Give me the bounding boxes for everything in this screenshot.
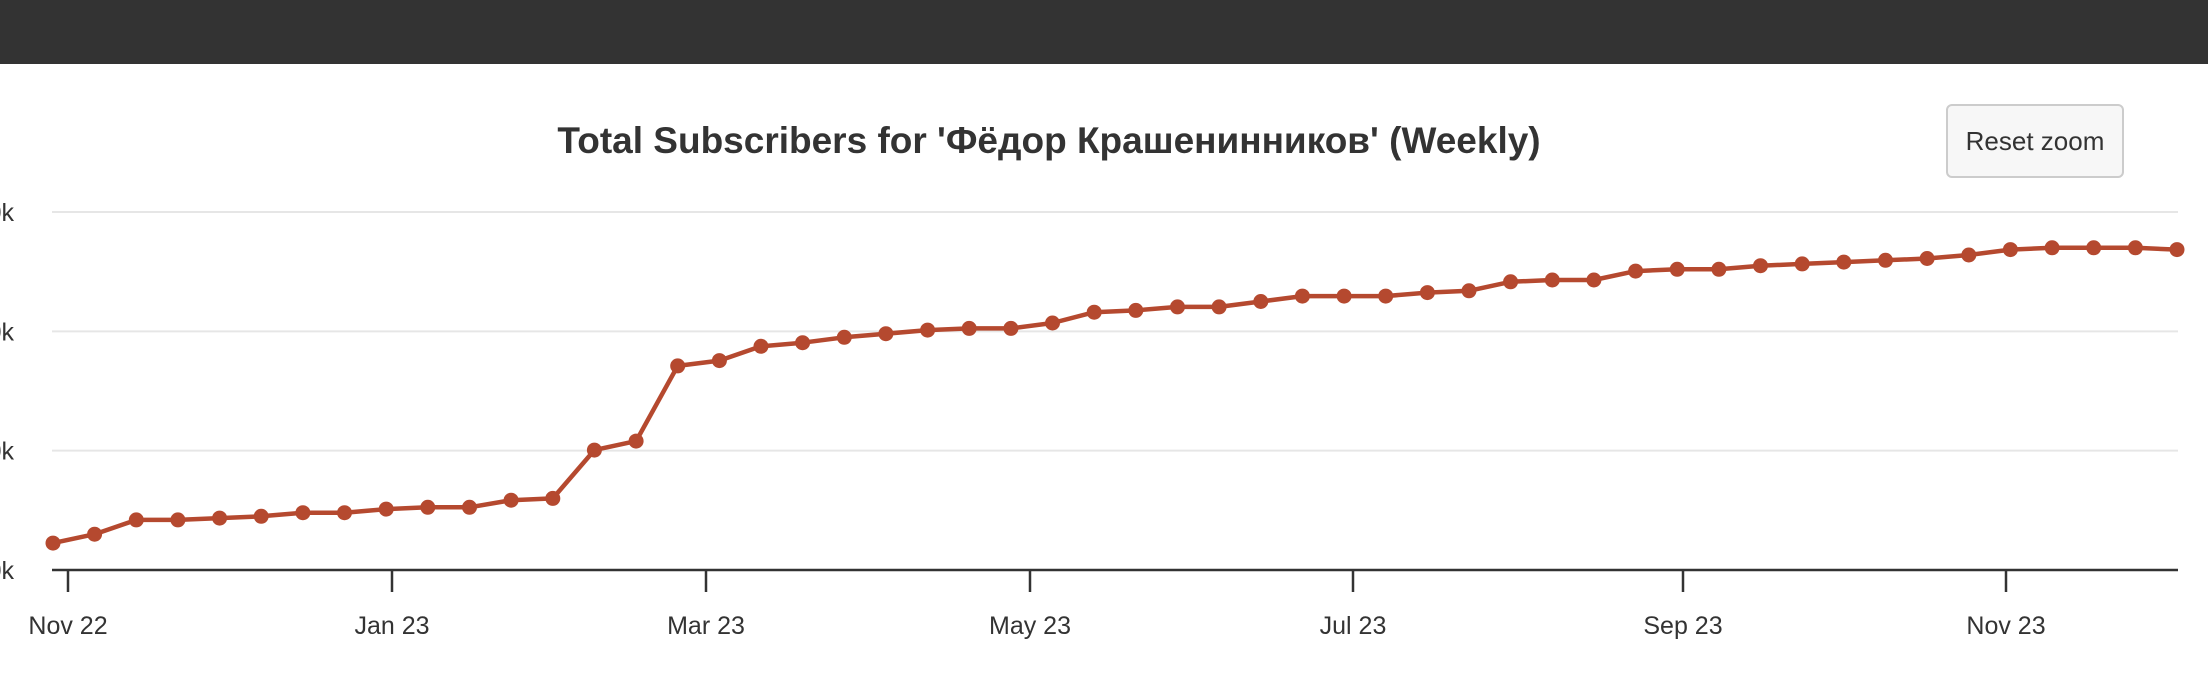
data-point[interactable] — [503, 492, 519, 508]
data-point[interactable] — [128, 512, 144, 528]
data-point[interactable] — [1128, 302, 1144, 318]
data-point[interactable] — [1919, 251, 1935, 266]
data-point[interactable] — [1045, 315, 1060, 331]
data-point[interactable] — [1544, 272, 1560, 288]
x-tick-label: Jul 23 — [1320, 612, 1387, 640]
data-point[interactable] — [337, 505, 352, 521]
data-point[interactable] — [545, 490, 561, 506]
data-point[interactable] — [1003, 320, 1019, 336]
data-point[interactable] — [1961, 247, 1977, 263]
data-point[interactable] — [45, 535, 61, 551]
data-point[interactable] — [1711, 261, 1727, 277]
x-tick-label: Jan 23 — [354, 612, 429, 640]
data-point[interactable] — [920, 322, 936, 338]
data-point[interactable] — [1586, 272, 1602, 288]
x-tick-label: Sep 23 — [1643, 612, 1722, 640]
data-point[interactable] — [961, 320, 977, 336]
data-point[interactable] — [836, 329, 852, 345]
data-point[interactable] — [795, 335, 811, 351]
data-point[interactable] — [1669, 261, 1685, 277]
data-point[interactable] — [1461, 283, 1477, 299]
data-point[interactable] — [1794, 256, 1810, 272]
data-point[interactable] — [2127, 240, 2143, 256]
x-tick-label: Nov 22 — [28, 612, 107, 640]
data-point[interactable] — [2169, 242, 2185, 258]
data-point[interactable] — [1836, 254, 1852, 270]
data-point[interactable] — [462, 499, 477, 515]
data-point[interactable] — [878, 326, 894, 342]
data-point[interactable] — [1419, 285, 1435, 301]
data-point[interactable] — [628, 433, 644, 449]
chart-title: Total Subscribers for 'Фёдор Крашенинник… — [557, 120, 1541, 161]
data-point[interactable] — [1294, 288, 1310, 304]
y-tick-label: 0k — [0, 557, 14, 585]
data-point[interactable] — [1378, 288, 1394, 304]
x-tick-label: Nov 23 — [1966, 612, 2045, 640]
y-tick-label: 0k — [0, 438, 14, 466]
data-point[interactable] — [295, 505, 311, 521]
data-point[interactable] — [170, 512, 186, 528]
data-point[interactable] — [253, 508, 269, 524]
y-tick-label: 0k — [0, 199, 14, 227]
data-point[interactable] — [1211, 299, 1227, 315]
data-point[interactable] — [2044, 240, 2060, 256]
series-line — [50, 245, 2180, 546]
data-point[interactable] — [1753, 258, 1768, 274]
reset-zoom-button[interactable]: Reset zoom — [1946, 104, 2124, 178]
data-point[interactable] — [1503, 274, 1519, 290]
data-point[interactable] — [1878, 252, 1893, 268]
data-point[interactable] — [1253, 294, 1269, 309]
data-point[interactable] — [586, 442, 602, 458]
data-point[interactable] — [212, 510, 228, 526]
data-point[interactable] — [670, 358, 686, 374]
data-point[interactable] — [753, 338, 769, 354]
data-point[interactable] — [378, 501, 394, 517]
data-point[interactable] — [2002, 242, 2018, 258]
data-point[interactable] — [87, 526, 103, 542]
y-tick-label: 0k — [0, 318, 14, 346]
data-point[interactable] — [2086, 240, 2102, 256]
data-point[interactable] — [420, 499, 436, 515]
data-point[interactable] — [711, 353, 727, 369]
x-tick-label: Mar 23 — [667, 612, 745, 640]
data-point[interactable] — [1628, 263, 1644, 279]
top-header-bar — [0, 0, 2208, 64]
data-point[interactable] — [1336, 288, 1352, 304]
x-tick-label: May 23 — [989, 612, 1071, 640]
data-point[interactable] — [1170, 299, 1185, 315]
data-point[interactable] — [1086, 304, 1102, 320]
